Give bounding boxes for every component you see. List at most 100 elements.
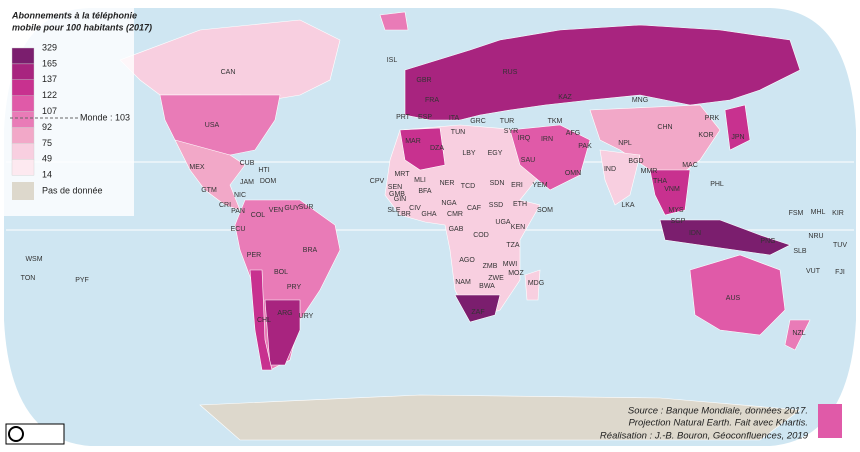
legend-label: 75 (42, 138, 52, 148)
country-label: MAC (682, 162, 698, 169)
cc-logo (8, 426, 24, 442)
legend-swatch (11, 47, 35, 65)
legend-swatch (11, 79, 35, 96)
country-label: SLE (387, 207, 401, 214)
country-label: MNG (632, 97, 648, 104)
country-label: WSM (25, 256, 42, 263)
country-label: NER (440, 180, 455, 187)
country-label: ETH (513, 201, 527, 208)
country-label: TON (21, 275, 36, 282)
country-label: PRT (396, 114, 411, 121)
country-label: NIC (234, 192, 246, 199)
source: Réalisation : J.-B. Bouron, Géoconfluenc… (600, 431, 809, 442)
country-label: LKA (621, 202, 635, 209)
country-label: BGD (628, 158, 643, 165)
legend-label: 14 (42, 170, 52, 180)
country-label: ECU (231, 226, 246, 233)
source: Projection Natural Earth. Fait avec Khar… (628, 418, 808, 429)
country-label: NAM (455, 279, 471, 286)
country-label: PRY (287, 284, 302, 291)
country-label: ESP (418, 114, 432, 121)
country-label: DOM (260, 178, 277, 185)
country-label: COD (473, 232, 489, 239)
country-label: GIN (394, 196, 406, 203)
country-label: EGY (488, 150, 503, 157)
country-label: GUY (284, 205, 300, 212)
country-label: OMN (565, 170, 581, 177)
country-label: FJI (835, 269, 845, 276)
country-label: KOR (698, 132, 713, 139)
legend-label: 329 (42, 42, 57, 52)
country-label: ISL (387, 57, 398, 64)
country-label: CHL (257, 317, 271, 324)
country-label: BOL (274, 269, 288, 276)
country-label: TUV (833, 242, 847, 249)
legend-label: 92 (42, 122, 52, 132)
country-label: TZA (506, 242, 520, 249)
nodata-swatch (12, 182, 34, 200)
country-label: TUN (451, 129, 465, 136)
country-label: ITA (449, 115, 460, 122)
country-label: AFG (566, 130, 580, 137)
country-label: PYF (75, 277, 89, 284)
country-label: COL (251, 212, 266, 219)
title: mobile pour 100 habitants (2017) (12, 22, 152, 32)
country-label: CUB (240, 160, 255, 167)
country-label: NPL (618, 140, 632, 147)
country-label: KIR (832, 210, 844, 217)
country-label: GHA (421, 211, 437, 218)
country-label: VUT (806, 268, 821, 275)
country-label: TUR (500, 118, 514, 125)
country-label: URY (299, 313, 314, 320)
legend-swatch (11, 111, 35, 128)
country-label: ARG (277, 310, 292, 317)
legend-label: 122 (42, 90, 57, 100)
country-label: MWI (503, 261, 517, 268)
country-label: CAF (467, 205, 481, 212)
land (119, 11, 811, 441)
nodata-label: Pas de donnée (42, 185, 103, 195)
country-label: BFA (418, 188, 432, 195)
country-label: MLI (414, 177, 426, 184)
country-label: KEN (511, 224, 525, 231)
country-label: MRT (394, 171, 410, 178)
country-label: CAN (221, 69, 236, 76)
country-label: CHN (657, 124, 672, 131)
country-label: SDN (490, 180, 505, 187)
country-label: VNM (664, 186, 680, 193)
country-label: MMR (641, 168, 658, 175)
country-label: PRK (705, 115, 720, 122)
country-label: FSM (789, 210, 804, 217)
country-label: VEN (269, 207, 283, 214)
title: Abonnements à la téléphonie (11, 10, 137, 20)
country-label: FRA (425, 97, 439, 104)
legend-label: 137 (42, 74, 57, 84)
country-label: SGP (671, 218, 686, 225)
country-label: MOZ (508, 270, 524, 277)
country-label: PAK (578, 143, 592, 150)
country-label: SYR (504, 128, 518, 135)
country-label: SAU (521, 157, 535, 164)
country-label: BRA (303, 247, 318, 254)
country-label: IDN (689, 230, 701, 237)
country-label: SOM (537, 207, 553, 214)
country-label: SLB (793, 248, 807, 255)
country-label: PNG (760, 238, 775, 245)
country-label: USA (205, 122, 220, 129)
country-label: THA (653, 178, 667, 185)
country-label: TKM (548, 118, 563, 125)
country-label: UGA (495, 219, 511, 226)
country-label: RUS (503, 69, 518, 76)
country-label: CRI (219, 202, 231, 209)
geo-logo (818, 404, 842, 438)
country-label: NZL (792, 330, 805, 337)
country-label: IND (604, 166, 616, 173)
country-label: NRU (808, 233, 823, 240)
country-label: PER (247, 252, 261, 259)
country-label: GRC (470, 118, 486, 125)
country-label: PAN (231, 208, 245, 215)
world-label: Monde : 103 (80, 112, 130, 122)
country-label: GBR (416, 77, 431, 84)
country-label: MYS (668, 207, 684, 214)
country-label: LBR (397, 211, 411, 218)
